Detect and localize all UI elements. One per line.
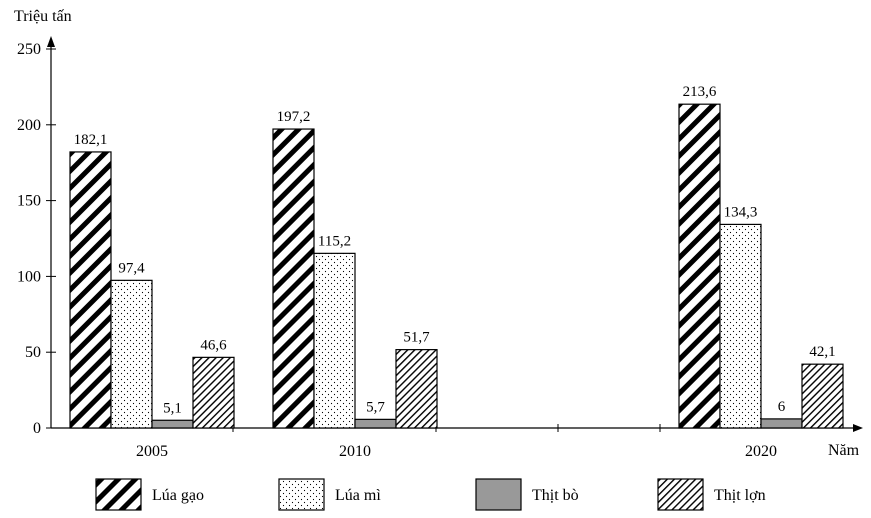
- data-label: 5,7: [366, 399, 385, 415]
- data-label: 197,2: [277, 109, 311, 125]
- data-label: 97,4: [118, 260, 145, 276]
- data-label: 115,2: [318, 233, 351, 249]
- x-tick-label: 2010: [339, 443, 371, 460]
- x-tick-label: 2005: [136, 443, 168, 460]
- y-tick-label: 250: [17, 41, 41, 58]
- data-label: 46,6: [200, 337, 227, 353]
- data-label: 5,1: [163, 400, 182, 416]
- bar: [69, 151, 112, 429]
- bar: [192, 356, 235, 429]
- bar: [678, 103, 721, 429]
- x-tick-label: 2020: [745, 443, 777, 460]
- y-axis-arrow: [47, 36, 55, 47]
- legend-swatch: [475, 478, 522, 511]
- legend-swatch: [95, 478, 142, 511]
- data-label: 6: [778, 399, 786, 415]
- bar: [354, 418, 397, 429]
- y-tick-label: 100: [17, 268, 41, 285]
- legend-label: Thịt lợn: [714, 487, 766, 504]
- bar: [395, 349, 438, 429]
- legend-swatch: [657, 478, 704, 511]
- data-label: 182,1: [74, 132, 108, 148]
- legend-label: Thịt bò: [532, 487, 579, 504]
- x-axis-title: Năm: [828, 442, 860, 459]
- y-tick-label: 150: [17, 193, 41, 210]
- bar: [272, 128, 315, 429]
- y-tick-label: 50: [25, 344, 41, 361]
- data-label: 213,6: [683, 84, 717, 100]
- data-label: 134,3: [724, 204, 758, 220]
- y-axis-title: Triệu tấn: [14, 8, 72, 25]
- bar: [719, 223, 762, 429]
- bar: [801, 363, 844, 429]
- bar: [151, 419, 194, 429]
- bar: [313, 252, 356, 429]
- legend: Lúa gạo Lúa mì Thịt bò Thịt lợn: [95, 478, 766, 511]
- bars: 182,1 97,4 5,1 46,6 197,2 115,2 5,7 51,7 213,6 13…: [69, 84, 844, 429]
- y-tick-label: 0: [33, 420, 41, 437]
- bar: [760, 418, 803, 429]
- y-tick-label: 200: [17, 117, 41, 134]
- bar: [110, 279, 153, 429]
- data-label: 42,1: [809, 344, 835, 360]
- data-label: 51,7: [403, 330, 430, 346]
- x-axis-arrow: [853, 424, 863, 432]
- legend-label: Lúa gạo: [152, 487, 204, 504]
- legend-label: Lúa mì: [335, 487, 381, 504]
- legend-swatch: [278, 478, 325, 511]
